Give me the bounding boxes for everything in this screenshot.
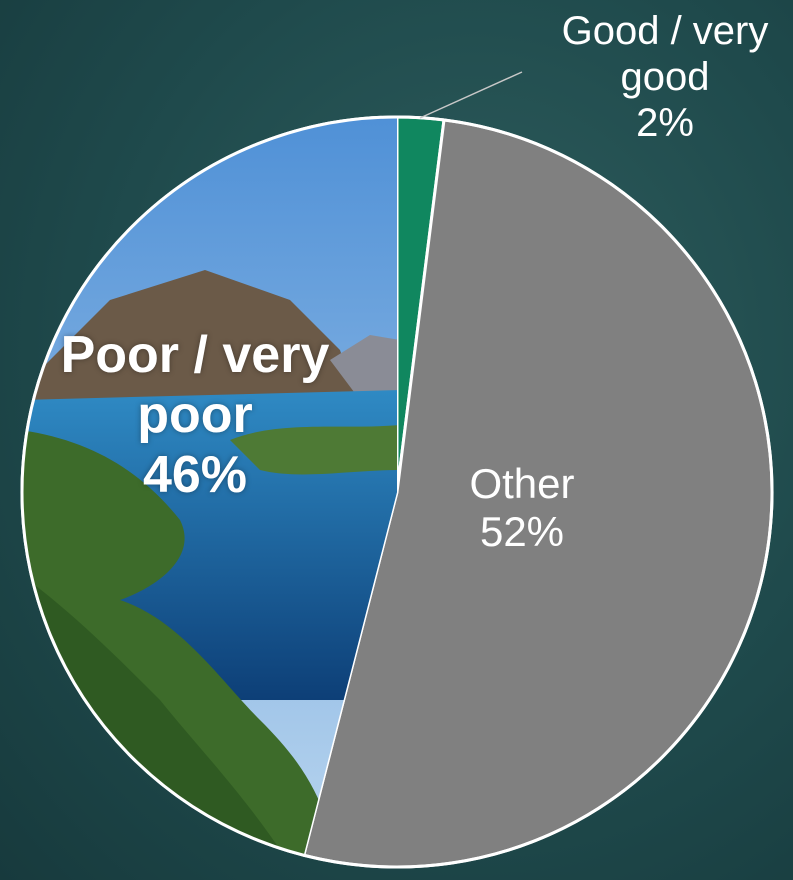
slice-label: Good / very good 2% <box>535 8 793 146</box>
slice-name: Poor / very poor <box>60 326 330 444</box>
slice-label: Other 52% <box>402 460 642 557</box>
leader-line <box>419 71 523 119</box>
slice-label: Poor / very poor 46% <box>40 326 350 505</box>
slice-value: 2% <box>636 101 694 145</box>
slice-name: Other <box>469 460 575 507</box>
slice-name: Good / very good <box>561 9 769 99</box>
pie-outline <box>20 115 774 869</box>
slice-value: 52% <box>479 508 565 556</box>
slice-value: 46% <box>142 445 248 504</box>
